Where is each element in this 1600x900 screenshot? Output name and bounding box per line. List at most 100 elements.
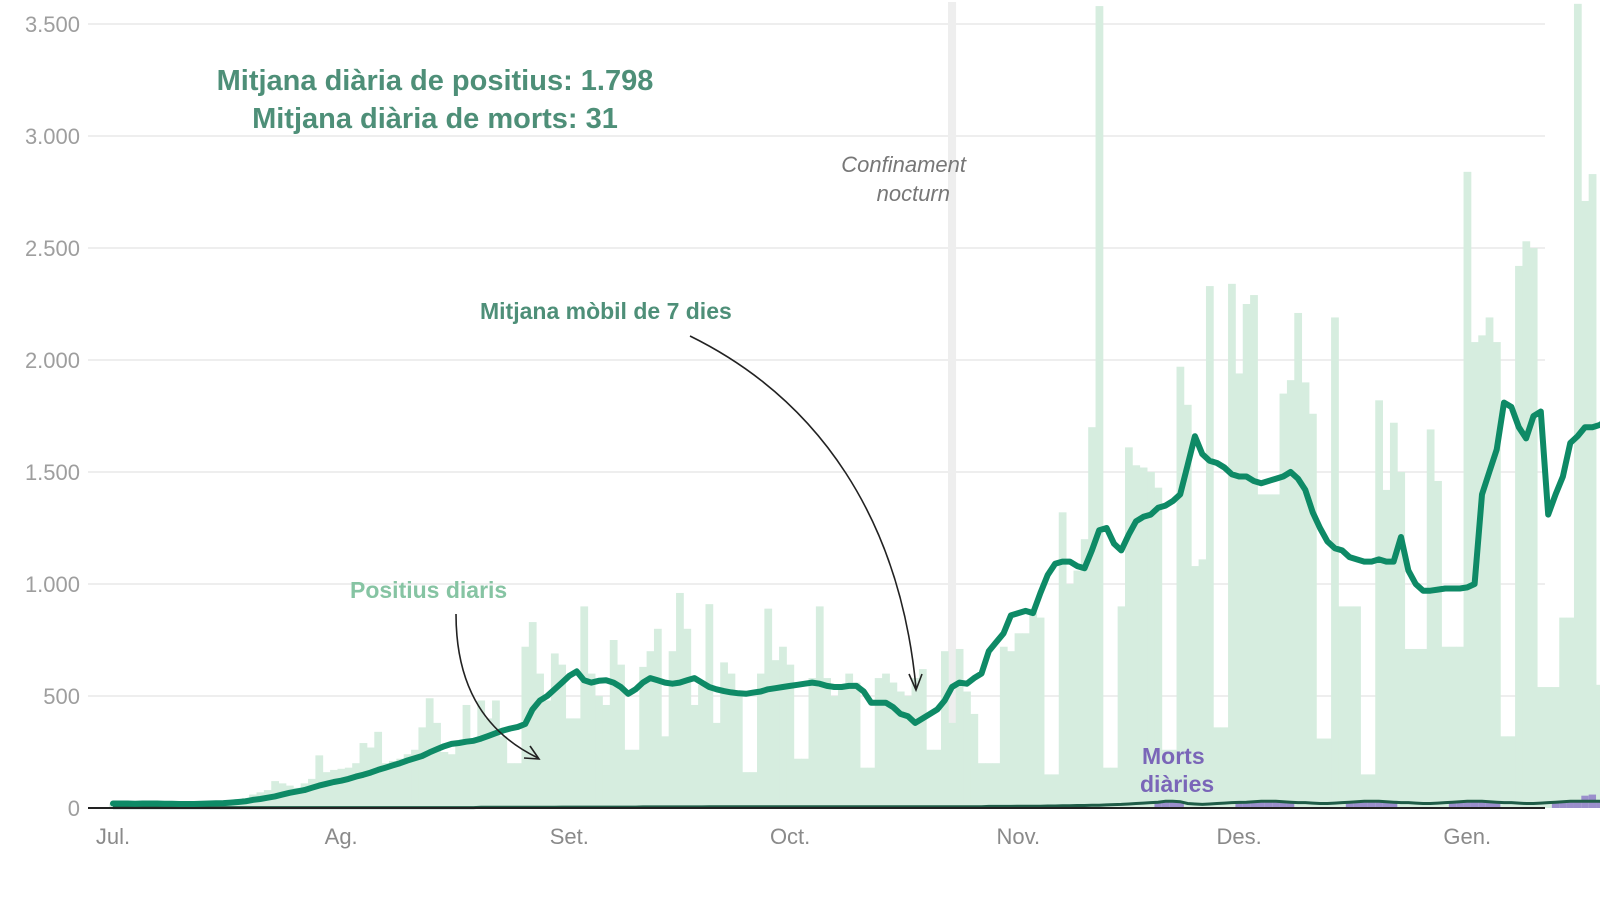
positives-bar — [918, 669, 927, 808]
positives-bar — [1242, 304, 1251, 808]
positives-bar — [514, 763, 522, 808]
positives-bar — [1014, 633, 1023, 808]
positives-bar — [1205, 286, 1214, 809]
positives-bar — [550, 653, 559, 808]
positives-bar — [1389, 422, 1398, 808]
positives-bar — [1382, 489, 1391, 808]
positives-bar — [1434, 480, 1442, 808]
positives-bar — [330, 769, 338, 808]
positives-bar — [344, 767, 353, 808]
positives-bar — [455, 745, 463, 808]
y-tick-label: 500 — [43, 684, 80, 709]
positives-bar — [1051, 774, 1060, 808]
positives-bar — [1228, 283, 1236, 809]
positives-bar — [558, 664, 567, 808]
positives-bar — [837, 684, 846, 808]
positives-bar — [676, 592, 684, 808]
positives-bar — [580, 606, 589, 808]
positives-bar — [882, 673, 890, 808]
positives-bar — [1493, 342, 1501, 808]
positives-bar — [1566, 617, 1575, 808]
positives-bar — [933, 749, 942, 808]
positives-bar — [904, 696, 912, 808]
deaths-bar — [1257, 801, 1265, 808]
deaths-bar — [1463, 801, 1471, 808]
daily-deaths-label: Morts diàries — [1140, 742, 1214, 798]
deaths-bar — [1478, 801, 1486, 808]
positives-bar — [1058, 512, 1067, 808]
moving-average-arrow — [689, 335, 917, 689]
positives-bar — [1448, 646, 1457, 808]
positives-bar — [418, 727, 427, 808]
positives-bar — [720, 662, 728, 808]
positives-bar — [1419, 648, 1428, 808]
deaths-bar — [1493, 802, 1501, 808]
positives-bar — [609, 640, 618, 808]
positives-bar — [1161, 749, 1170, 808]
positives-bar — [1316, 738, 1325, 808]
positives-bar — [352, 763, 360, 808]
positives-bar — [433, 722, 441, 808]
deaths-bar — [1169, 800, 1177, 808]
positives-bar — [396, 758, 405, 808]
positives-bar — [830, 696, 839, 808]
positives-bar — [1345, 606, 1354, 808]
positives-bar — [1132, 465, 1141, 808]
annotation-arrows — [455, 335, 923, 760]
positives-bar — [477, 700, 486, 808]
positives-bar — [1213, 727, 1222, 808]
curfew-note-line2: nocturn — [876, 181, 950, 206]
positives-bar — [955, 648, 964, 808]
daily-deaths-bars — [1154, 794, 1600, 808]
positives-bar — [948, 722, 957, 808]
positives-bar — [285, 785, 294, 808]
positives-bar — [587, 673, 596, 808]
positives-bar — [1279, 393, 1288, 808]
x-tick-label: Ag. — [325, 824, 358, 849]
positives-bar — [1220, 727, 1229, 808]
deaths-bar — [1559, 801, 1567, 808]
deaths-bar — [1154, 802, 1162, 808]
deaths-bar — [1566, 801, 1574, 808]
positives-bar — [823, 678, 831, 808]
curfew-note: Confinament nocturn — [780, 150, 966, 208]
positives-bar — [1029, 608, 1038, 808]
positives-bar — [1257, 494, 1266, 808]
x-tick-label: Jul. — [96, 824, 130, 849]
positives-bar — [801, 758, 809, 808]
positives-bar — [1073, 570, 1082, 808]
positives-bar — [1139, 467, 1148, 808]
positives-bar — [764, 608, 773, 808]
positives-bar — [624, 749, 633, 808]
moving-average-arrowhead — [908, 673, 923, 693]
summary-deaths: Mitjana diària de morts: 31 — [252, 103, 618, 135]
positives-bar — [1367, 774, 1376, 808]
positives-bar — [1301, 382, 1310, 808]
positives-bar — [1456, 646, 1464, 808]
positives-bar — [462, 704, 471, 808]
positives-bar — [1110, 767, 1119, 808]
positives-bar — [1125, 447, 1133, 808]
positives-bar — [985, 763, 993, 808]
positives-bar — [646, 651, 655, 808]
positives-bar — [322, 772, 331, 808]
y-axis-ticks: 0 500 1.000 1.500 2.000 2.500 3.000 3.500 — [25, 12, 80, 821]
positives-bar — [1147, 472, 1155, 808]
positives-bar — [1500, 736, 1509, 808]
positives-bar — [889, 682, 898, 808]
positives-bar — [1537, 687, 1545, 808]
positives-bar — [366, 747, 375, 808]
deaths-bar — [1264, 801, 1273, 808]
x-axis-ticks: Jul. Ag. Set. Oct. Nov. Des. Gen. — [96, 824, 1491, 849]
positives-bar — [1250, 295, 1258, 808]
positives-bar — [668, 651, 677, 808]
positives-bar — [1588, 174, 1597, 808]
positives-bar — [639, 666, 647, 808]
positives-bar — [617, 664, 625, 808]
positives-bar — [1426, 429, 1435, 808]
positives-bar — [573, 718, 581, 808]
deaths-bar — [1375, 801, 1383, 808]
positives-bar — [712, 722, 721, 808]
positives-bar — [1412, 648, 1420, 808]
deaths-bar — [1353, 801, 1361, 808]
